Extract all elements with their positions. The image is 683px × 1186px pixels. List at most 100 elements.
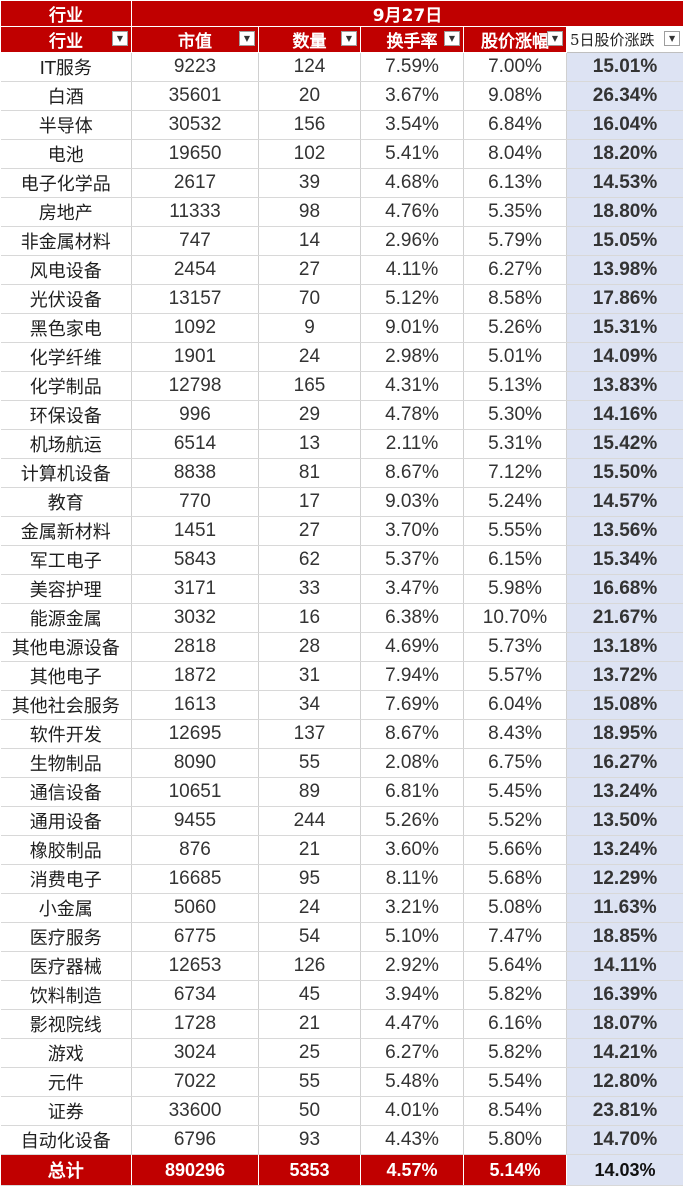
five-day-change-cell[interactable]: 17.86% [567, 285, 683, 314]
turnover-cell[interactable]: 8.67% [361, 459, 464, 488]
market-cap-cell[interactable]: 3032 [132, 604, 259, 633]
price-change-cell[interactable]: 5.45% [464, 778, 567, 807]
total-turnover-cell[interactable]: 4.57% [361, 1155, 464, 1186]
market-cap-cell[interactable]: 2818 [132, 633, 259, 662]
market-cap-cell[interactable]: 8090 [132, 749, 259, 778]
column-header-5day-change[interactable]: 5日股价涨跌 ▼ [567, 27, 683, 53]
turnover-cell[interactable]: 4.68% [361, 169, 464, 198]
count-cell[interactable]: 137 [259, 720, 361, 749]
count-cell[interactable]: 93 [259, 1126, 361, 1155]
price-change-cell[interactable]: 5.57% [464, 662, 567, 691]
price-change-cell[interactable]: 6.84% [464, 111, 567, 140]
count-cell[interactable]: 55 [259, 1068, 361, 1097]
turnover-cell[interactable]: 7.94% [361, 662, 464, 691]
market-cap-cell[interactable]: 33600 [132, 1097, 259, 1126]
count-cell[interactable]: 25 [259, 1039, 361, 1068]
five-day-change-cell[interactable]: 14.09% [567, 343, 683, 372]
five-day-change-cell[interactable]: 13.72% [567, 662, 683, 691]
five-day-change-cell[interactable]: 15.01% [567, 53, 683, 82]
five-day-change-cell[interactable]: 14.53% [567, 169, 683, 198]
price-change-cell[interactable]: 5.82% [464, 981, 567, 1010]
market-cap-cell[interactable]: 19650 [132, 140, 259, 169]
market-cap-cell[interactable]: 2454 [132, 256, 259, 285]
price-change-cell[interactable]: 7.00% [464, 53, 567, 82]
turnover-cell[interactable]: 6.27% [361, 1039, 464, 1068]
industry-cell[interactable]: 其他社会服务 [1, 691, 132, 720]
five-day-change-cell[interactable]: 12.80% [567, 1068, 683, 1097]
price-change-cell[interactable]: 5.52% [464, 807, 567, 836]
five-day-change-cell[interactable]: 13.83% [567, 372, 683, 401]
turnover-cell[interactable]: 2.08% [361, 749, 464, 778]
column-header-price-change[interactable]: 股价涨幅 ▼ [464, 27, 567, 53]
five-day-change-cell[interactable]: 18.07% [567, 1010, 683, 1039]
five-day-change-cell[interactable]: 13.98% [567, 256, 683, 285]
industry-cell[interactable]: 消费电子 [1, 865, 132, 894]
turnover-cell[interactable]: 7.69% [361, 691, 464, 720]
market-cap-cell[interactable]: 12695 [132, 720, 259, 749]
turnover-cell[interactable]: 4.43% [361, 1126, 464, 1155]
price-change-cell[interactable]: 9.08% [464, 82, 567, 111]
count-cell[interactable]: 16 [259, 604, 361, 633]
five-day-change-cell[interactable]: 18.95% [567, 720, 683, 749]
total-price-change-cell[interactable]: 5.14% [464, 1155, 567, 1186]
turnover-cell[interactable]: 3.54% [361, 111, 464, 140]
five-day-change-cell[interactable]: 16.68% [567, 575, 683, 604]
turnover-cell[interactable]: 9.03% [361, 488, 464, 517]
turnover-cell[interactable]: 6.38% [361, 604, 464, 633]
total-market-cap-cell[interactable]: 890296 [132, 1155, 259, 1186]
five-day-change-cell[interactable]: 13.18% [567, 633, 683, 662]
price-change-cell[interactable]: 5.08% [464, 894, 567, 923]
filter-dropdown-icon[interactable]: ▼ [341, 31, 357, 46]
price-change-cell[interactable]: 6.27% [464, 256, 567, 285]
turnover-cell[interactable]: 4.01% [361, 1097, 464, 1126]
count-cell[interactable]: 20 [259, 82, 361, 111]
filter-dropdown-icon[interactable]: ▼ [239, 31, 255, 46]
turnover-cell[interactable]: 4.31% [361, 372, 464, 401]
five-day-change-cell[interactable]: 18.85% [567, 923, 683, 952]
industry-cell[interactable]: 软件开发 [1, 720, 132, 749]
five-day-change-cell[interactable]: 16.39% [567, 981, 683, 1010]
price-change-cell[interactable]: 5.98% [464, 575, 567, 604]
price-change-cell[interactable]: 5.80% [464, 1126, 567, 1155]
count-cell[interactable]: 98 [259, 198, 361, 227]
market-cap-cell[interactable]: 2617 [132, 169, 259, 198]
count-cell[interactable]: 9 [259, 314, 361, 343]
price-change-cell[interactable]: 8.04% [464, 140, 567, 169]
industry-cell[interactable]: 其他电源设备 [1, 633, 132, 662]
industry-cell[interactable]: 环保设备 [1, 401, 132, 430]
market-cap-cell[interactable]: 6514 [132, 430, 259, 459]
turnover-cell[interactable]: 4.11% [361, 256, 464, 285]
industry-cell[interactable]: 半导体 [1, 111, 132, 140]
count-cell[interactable]: 55 [259, 749, 361, 778]
industry-cell[interactable]: IT服务 [1, 53, 132, 82]
filter-dropdown-icon[interactable]: ▼ [112, 31, 128, 46]
turnover-cell[interactable]: 5.26% [361, 807, 464, 836]
turnover-cell[interactable]: 4.47% [361, 1010, 464, 1039]
market-cap-cell[interactable]: 16685 [132, 865, 259, 894]
price-change-cell[interactable]: 5.26% [464, 314, 567, 343]
industry-cell[interactable]: 美容护理 [1, 575, 132, 604]
price-change-cell[interactable]: 8.43% [464, 720, 567, 749]
market-cap-cell[interactable]: 6734 [132, 981, 259, 1010]
turnover-cell[interactable]: 5.41% [361, 140, 464, 169]
count-cell[interactable]: 33 [259, 575, 361, 604]
price-change-cell[interactable]: 6.15% [464, 546, 567, 575]
column-header-industry[interactable]: 行业 ▼ [1, 27, 132, 53]
count-cell[interactable]: 24 [259, 343, 361, 372]
market-cap-cell[interactable]: 1451 [132, 517, 259, 546]
market-cap-cell[interactable]: 1728 [132, 1010, 259, 1039]
market-cap-cell[interactable]: 996 [132, 401, 259, 430]
market-cap-cell[interactable]: 9223 [132, 53, 259, 82]
industry-cell[interactable]: 能源金属 [1, 604, 132, 633]
count-cell[interactable]: 34 [259, 691, 361, 720]
industry-cell[interactable]: 证券 [1, 1097, 132, 1126]
price-change-cell[interactable]: 5.68% [464, 865, 567, 894]
count-cell[interactable]: 89 [259, 778, 361, 807]
price-change-cell[interactable]: 6.04% [464, 691, 567, 720]
industry-cell[interactable]: 医疗服务 [1, 923, 132, 952]
five-day-change-cell[interactable]: 16.27% [567, 749, 683, 778]
price-change-cell[interactable]: 10.70% [464, 604, 567, 633]
turnover-cell[interactable]: 4.76% [361, 198, 464, 227]
count-cell[interactable]: 95 [259, 865, 361, 894]
five-day-change-cell[interactable]: 15.31% [567, 314, 683, 343]
